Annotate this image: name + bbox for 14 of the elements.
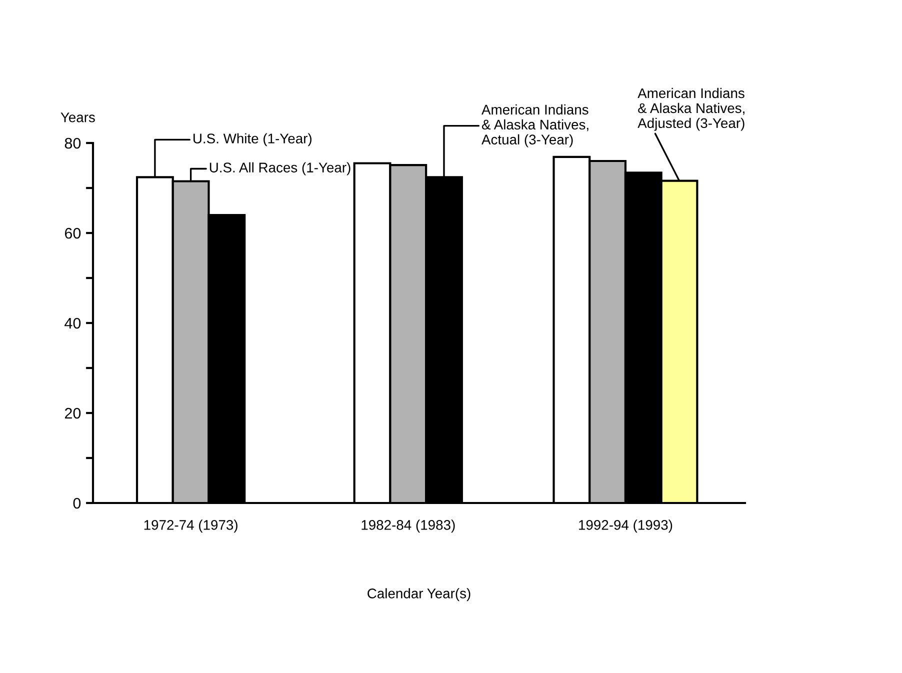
text: U.S. White (1-Year) bbox=[194, 133, 312, 146]
x-tick-label: 1982-84 (1983) bbox=[362, 520, 455, 533]
x-axis-title: Calendar Year(s) bbox=[368, 588, 470, 602]
text: American Indians & Alaska Natives, Adjusted (3-Year) bbox=[638, 88, 744, 131]
y-tick-label: 20 bbox=[64, 408, 81, 419]
x-tick-label: 1972-74 (1973) bbox=[144, 520, 238, 533]
x-tick-label: 1992-94 (1993) bbox=[579, 520, 672, 533]
y-tick-label: 40 bbox=[64, 318, 81, 329]
y-tick-label: 0 bbox=[73, 498, 81, 509]
y-axis-title: Years bbox=[60, 112, 95, 122]
text: American Indians & Alaska Natives, Actual (3-Year) bbox=[482, 104, 588, 148]
y-tick-label: 60 bbox=[64, 228, 81, 239]
y-tick-label: 80 bbox=[64, 138, 81, 149]
legend-label: U.S. All Races (1-Year) bbox=[210, 162, 350, 176]
